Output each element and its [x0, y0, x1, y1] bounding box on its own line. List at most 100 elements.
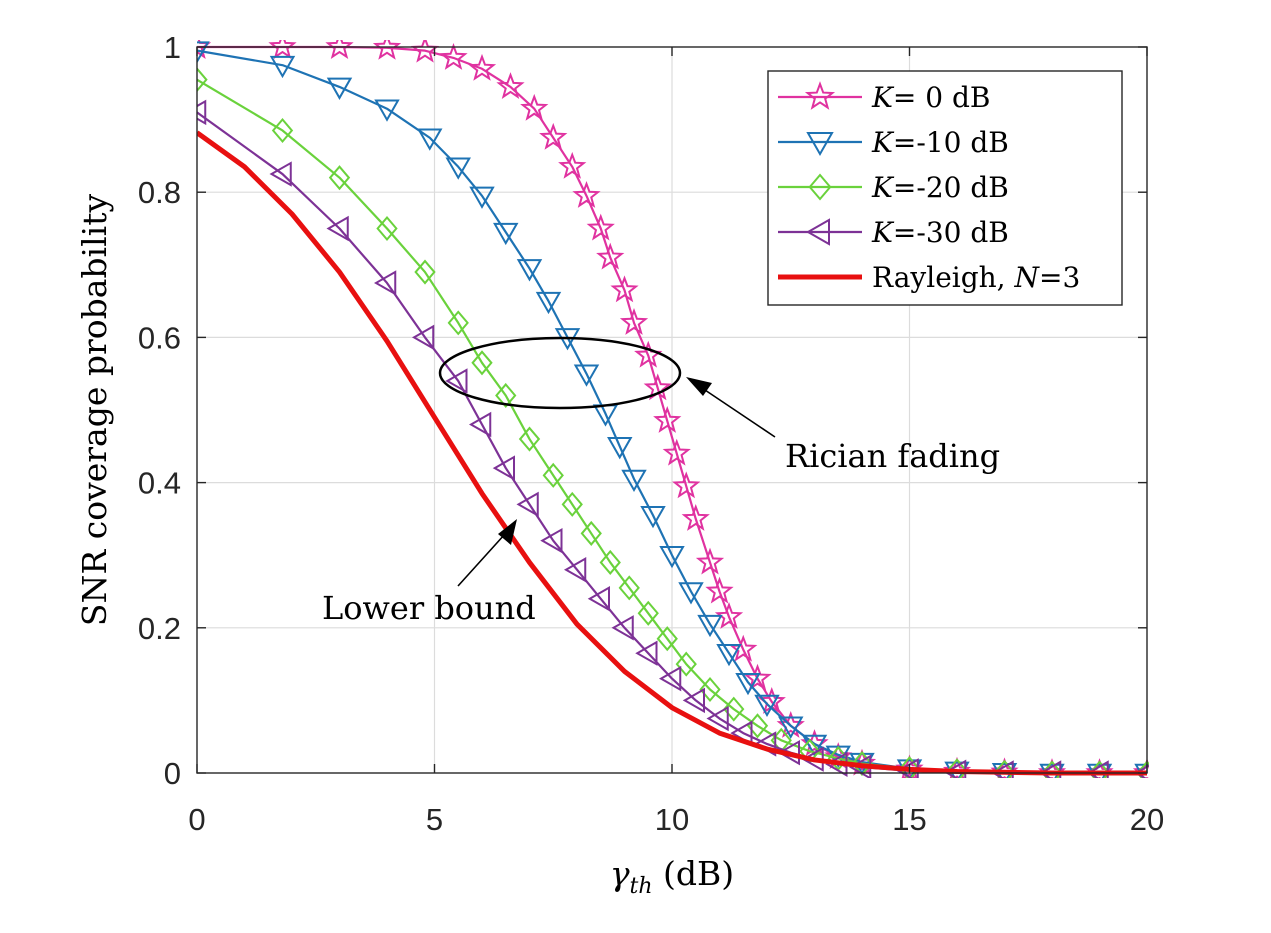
data-point — [542, 462, 564, 488]
legend-entry: K=-20 dB — [778, 171, 1009, 204]
legend-box — [767, 70, 1123, 306]
x-tick-label: 10 — [655, 802, 689, 837]
data-point — [898, 756, 921, 778]
data-point — [580, 520, 602, 546]
legend-marker — [808, 173, 832, 201]
data-point — [493, 222, 519, 246]
rician-ellipse — [438, 336, 682, 410]
data-point — [495, 382, 517, 409]
data-point — [492, 455, 515, 481]
data-point — [516, 259, 543, 282]
lower-bound-arrow — [457, 519, 517, 587]
data-point — [682, 687, 705, 714]
data-point — [373, 270, 397, 296]
data-point — [659, 545, 685, 569]
x-tick-label: 15 — [892, 802, 926, 837]
data-point — [325, 40, 354, 60]
data-point — [269, 55, 296, 79]
data-point — [675, 651, 697, 677]
data-point — [445, 368, 468, 394]
data-point — [714, 602, 744, 629]
data-point — [535, 291, 562, 315]
data-point — [417, 128, 443, 151]
tick-labels: 0 5 10 15 20 0 0.2 0.4 0.6 0.8 1 — [138, 30, 1164, 837]
data-point — [946, 758, 968, 778]
data-point — [653, 406, 682, 433]
y-tick-label: 0.4 — [138, 466, 181, 501]
data-point — [374, 99, 400, 122]
data-point — [414, 259, 436, 285]
data-point — [516, 491, 539, 518]
y-tick-label: 0.2 — [138, 611, 181, 646]
data-point — [439, 43, 468, 70]
data-point — [619, 308, 649, 335]
data-point — [471, 350, 493, 376]
data-point — [1133, 764, 1149, 778]
legend-label: K=-20 dB — [871, 171, 1009, 204]
data-point — [520, 93, 549, 121]
data-point — [599, 549, 621, 576]
data-point — [695, 547, 725, 575]
data-point — [411, 324, 435, 351]
axis-ticks — [196, 46, 1148, 774]
data-point — [777, 739, 800, 766]
legend-marker — [804, 81, 836, 110]
legend-entry: K=-10 dB — [778, 126, 1009, 159]
data-point — [326, 77, 353, 100]
data-point — [706, 705, 729, 732]
data-point — [573, 364, 600, 387]
data-point — [468, 411, 492, 438]
x-axis-label: γth (dB) — [610, 854, 734, 899]
data-point — [268, 40, 297, 60]
data-point — [678, 582, 704, 605]
data-point — [723, 696, 745, 722]
data-point — [269, 161, 292, 187]
legend: K= 0 dB K=-10 dB K=-20 dB K=-30 dB Rayleigh,… — [767, 70, 1123, 306]
legend-label: K=-30 dB — [871, 216, 1009, 249]
data-point — [611, 615, 634, 641]
data-point — [328, 165, 351, 191]
x-tick-label: 20 — [1130, 802, 1164, 837]
data-point — [801, 734, 828, 757]
data-point — [587, 586, 610, 612]
series-line — [197, 130, 1147, 776]
data-point — [681, 504, 710, 531]
data-point — [754, 694, 780, 718]
data-point — [618, 575, 640, 601]
data-point — [621, 469, 647, 492]
data-point — [735, 673, 761, 696]
data-point — [197, 41, 210, 64]
data-point — [540, 527, 563, 554]
data-point — [197, 67, 208, 93]
y-tick-label: 0.6 — [138, 320, 181, 355]
rician-arrow — [686, 377, 776, 438]
data-point — [271, 117, 294, 144]
data-point — [467, 53, 497, 81]
data-point — [496, 72, 525, 99]
data-point — [596, 242, 625, 270]
data-point — [778, 716, 804, 739]
y-axis-label: SNR coverage probability — [75, 194, 114, 627]
y-tick-label: 1 — [164, 30, 181, 65]
data-point — [586, 213, 615, 241]
rician-annotation: Rician fading — [785, 437, 1000, 475]
data-point — [697, 614, 723, 638]
legend-label: Rayleigh, N=3 — [872, 261, 1080, 294]
y-tick-label: 0.8 — [138, 175, 181, 210]
data-point — [445, 157, 471, 180]
legend-label: K=-10 dB — [871, 126, 1009, 159]
x-tick-label: 0 — [188, 802, 205, 837]
data-point — [447, 310, 469, 336]
data-point — [558, 151, 587, 179]
data-point — [518, 426, 541, 452]
data-point — [376, 215, 398, 242]
x-axis-unit: (dB) — [653, 854, 735, 893]
data-point — [716, 643, 742, 667]
series-layer — [197, 40, 1149, 778]
data-point — [637, 600, 659, 626]
series-5 — [197, 130, 1147, 776]
legend-entry: K= 0 dB — [778, 81, 991, 114]
data-point — [658, 665, 682, 692]
data-point — [699, 676, 721, 703]
data-point — [656, 626, 678, 652]
